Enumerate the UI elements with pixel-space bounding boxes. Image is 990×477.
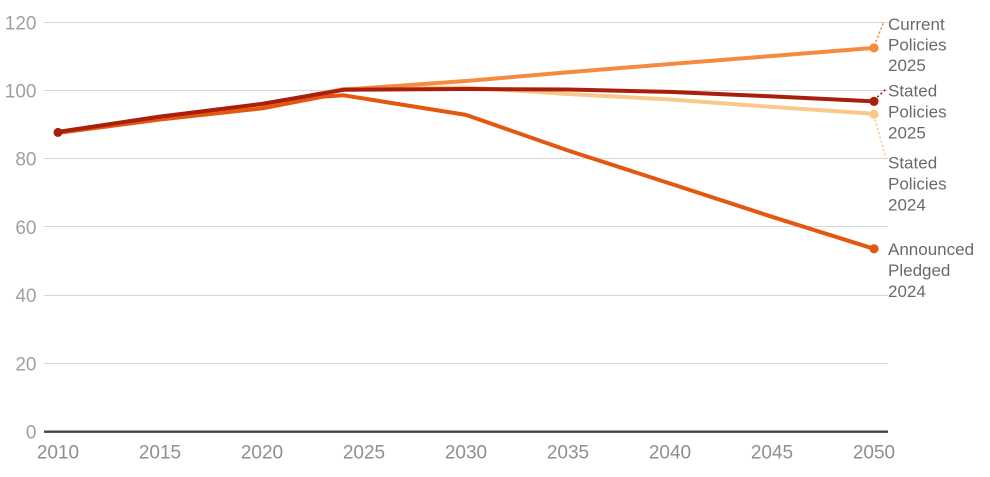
svg-text:2024: 2024 [888, 282, 926, 301]
svg-text:2015: 2015 [139, 442, 181, 463]
svg-text:100: 100 [5, 82, 37, 103]
svg-text:2010: 2010 [37, 442, 79, 463]
svg-text:2050: 2050 [853, 442, 895, 463]
svg-text:Current: Current [888, 15, 945, 34]
svg-text:Policies: Policies [888, 36, 947, 55]
svg-text:2025: 2025 [888, 124, 926, 143]
svg-text:2045: 2045 [751, 442, 793, 463]
svg-text:120: 120 [5, 13, 37, 34]
svg-text:Policies: Policies [888, 103, 947, 122]
svg-text:2020: 2020 [241, 442, 283, 463]
svg-text:Policies: Policies [888, 174, 947, 193]
svg-text:Pledged: Pledged [888, 261, 950, 280]
svg-text:0: 0 [26, 423, 37, 444]
svg-text:2035: 2035 [547, 442, 589, 463]
svg-text:2024: 2024 [888, 195, 926, 214]
svg-text:Stated: Stated [888, 153, 937, 172]
svg-text:80: 80 [15, 150, 36, 171]
svg-text:40: 40 [15, 286, 36, 307]
svg-text:2040: 2040 [649, 442, 691, 463]
svg-text:2025: 2025 [888, 56, 926, 75]
svg-text:2025: 2025 [343, 442, 385, 463]
svg-text:2030: 2030 [445, 442, 487, 463]
svg-text:60: 60 [15, 218, 36, 239]
svg-text:20: 20 [15, 354, 36, 375]
svg-text:Announced: Announced [888, 240, 974, 259]
svg-text:Stated: Stated [888, 82, 937, 101]
